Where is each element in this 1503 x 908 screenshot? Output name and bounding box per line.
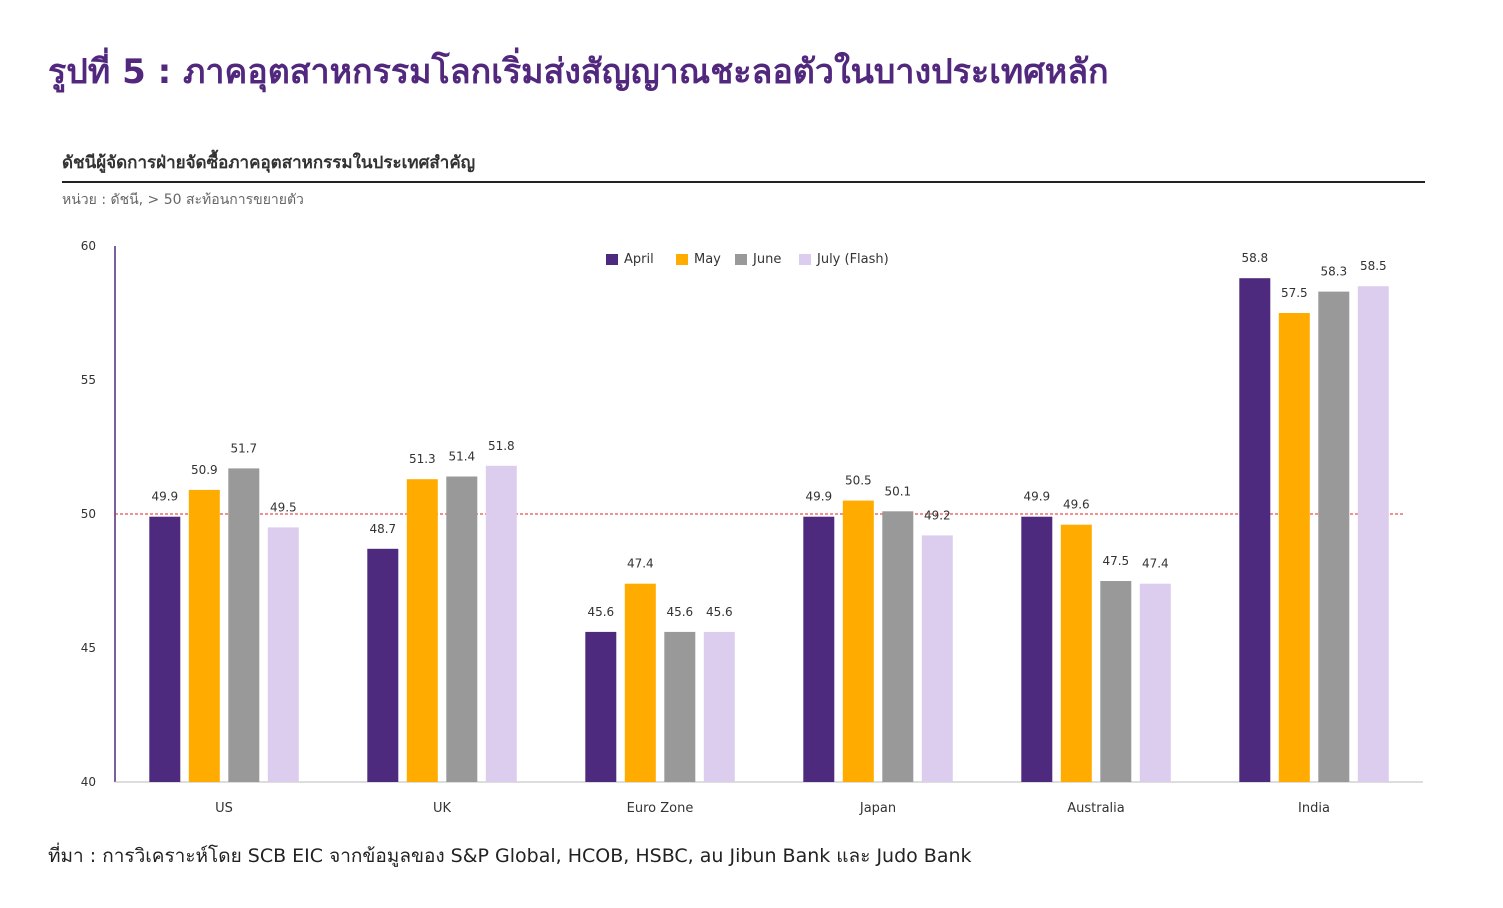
data-label: 47.4 — [1142, 557, 1169, 571]
legend-swatch — [676, 254, 688, 265]
data-label: 49.9 — [1023, 490, 1050, 504]
y-tick-label: 45 — [81, 641, 96, 655]
legend-label: April — [624, 252, 654, 267]
legend-swatch — [799, 254, 811, 265]
data-label: 50.1 — [884, 484, 911, 498]
data-label: 58.8 — [1241, 251, 1268, 265]
bar — [624, 583, 656, 782]
bar — [842, 500, 874, 782]
bar — [485, 465, 517, 782]
legend-label: June — [752, 252, 781, 267]
bar — [406, 479, 438, 782]
bar — [1021, 516, 1053, 782]
data-label: 45.6 — [666, 605, 693, 619]
bar — [1278, 313, 1310, 782]
source-note: ที่มา : การวิเคราะห์โดย SCB EIC จากข้อมู… — [48, 845, 972, 867]
figure-title: รูปที่ 5 : ภาคอุตสาหกรรมโลกเริ่มส่งสัญญา… — [48, 52, 1109, 92]
category-label: Australia — [1067, 801, 1125, 816]
bar — [882, 511, 914, 782]
y-tick-label: 40 — [81, 775, 96, 789]
data-label: 47.5 — [1102, 554, 1129, 568]
legend-swatch — [606, 254, 618, 265]
data-label: 51.3 — [409, 452, 436, 466]
data-label: 49.9 — [151, 490, 178, 504]
data-label: 45.6 — [587, 605, 614, 619]
data-label: 45.6 — [706, 605, 733, 619]
category-label: Japan — [859, 801, 896, 816]
title-divider — [62, 181, 1425, 183]
data-label: 51.7 — [230, 441, 257, 455]
chart-subtitle: หน่วย : ดัชนี, > 50 สะท้อนการขยายตัว — [62, 192, 304, 208]
category-label: Euro Zone — [627, 801, 694, 816]
bar — [1139, 583, 1171, 782]
bar — [703, 631, 735, 782]
bar — [1239, 278, 1271, 782]
bar — [446, 476, 478, 782]
chart-title: ดัชนีผู้จัดการฝ่ายจัดซื้อภาคอุตสาหกรรมใน… — [62, 153, 476, 173]
bar — [367, 548, 399, 782]
bar — [1060, 524, 1092, 782]
bar — [228, 468, 260, 782]
data-label: 51.4 — [448, 450, 475, 464]
data-label: 47.4 — [627, 557, 654, 571]
category-label: India — [1298, 801, 1330, 816]
y-tick-label: 55 — [81, 373, 96, 387]
data-label: 58.5 — [1360, 259, 1387, 273]
category-label: UK — [433, 801, 452, 816]
data-label: 49.5 — [270, 500, 297, 514]
legend-swatch — [735, 254, 747, 265]
data-label: 57.5 — [1281, 286, 1308, 300]
bar — [1318, 291, 1350, 782]
data-label: 49.9 — [805, 490, 832, 504]
bar — [803, 516, 835, 782]
data-label: 49.2 — [924, 508, 951, 522]
data-label: 48.7 — [369, 522, 396, 536]
category-label: US — [215, 801, 233, 816]
bar — [585, 631, 617, 782]
bar — [1100, 581, 1132, 782]
bar — [921, 535, 953, 782]
bar — [149, 516, 181, 782]
data-label: 50.5 — [845, 474, 872, 488]
bar — [1357, 286, 1389, 782]
data-label: 58.3 — [1320, 265, 1347, 279]
bar — [267, 527, 299, 782]
legend-label: May — [694, 252, 721, 267]
legend-label: July (Flash) — [816, 252, 889, 267]
bar — [664, 631, 696, 782]
y-tick-label: 50 — [81, 507, 96, 521]
bar — [188, 489, 220, 782]
data-label: 51.8 — [488, 439, 515, 453]
data-label: 49.6 — [1063, 498, 1090, 512]
y-tick-label: 60 — [81, 239, 96, 253]
data-label: 50.9 — [191, 463, 218, 477]
